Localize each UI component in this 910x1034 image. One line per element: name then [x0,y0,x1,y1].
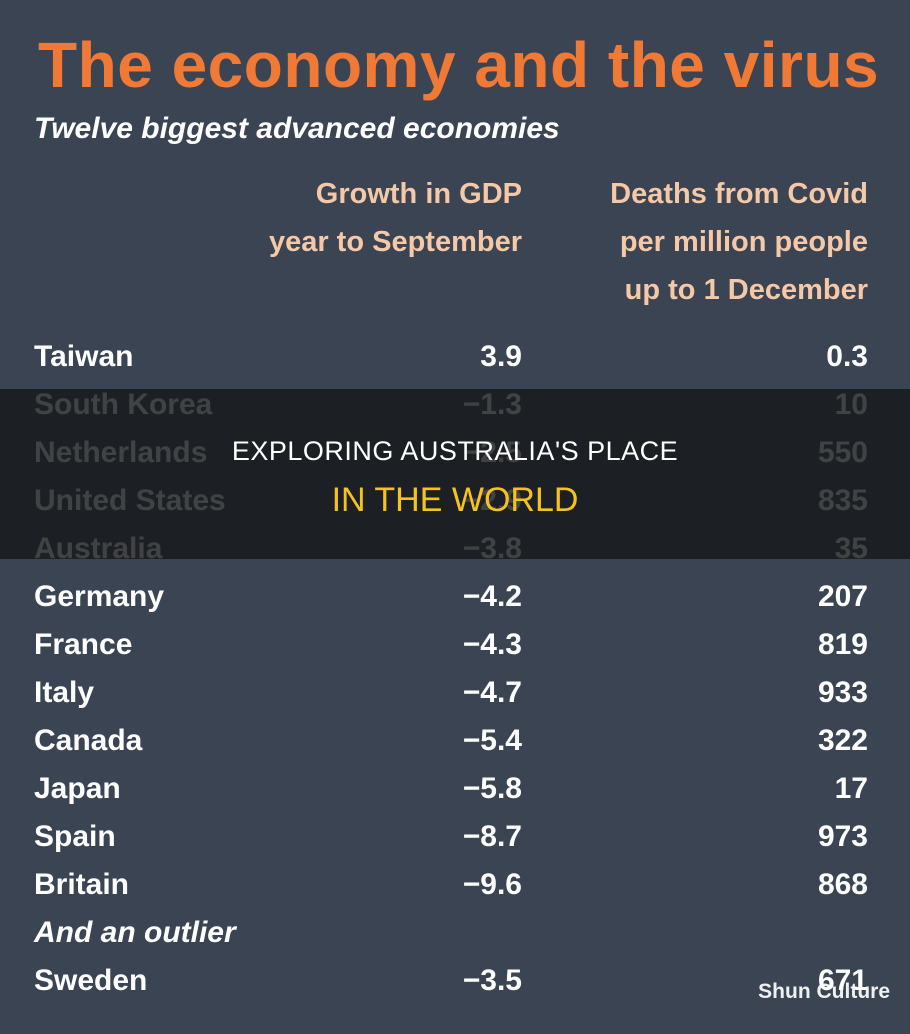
country-cell: Spain [34,820,116,853]
table-row-outlier: Sweden −3.5 671 [0,956,910,1004]
gdp-cell: −3.5 [462,964,522,997]
deaths-header-line: Deaths from Covid [610,178,868,210]
deaths-cell: 0.3 [826,340,868,373]
table-row: France −4.3 819 [0,620,910,668]
gdp-cell: −4.7 [462,676,522,709]
chart-title: The economy and the virus [38,29,880,101]
deaths-cell: 322 [817,724,868,757]
table-row: Britain −9.6 868 [0,860,910,908]
country-cell: Germany [34,580,165,613]
table-row: Spain −8.7 973 [0,812,910,860]
country-cell: Canada [34,724,143,757]
gdp-cell: −9.6 [462,868,522,901]
gdp-header-line: Growth in GDP [315,178,522,210]
country-cell: Britain [34,868,130,901]
deaths-cell: 17 [834,772,868,805]
deaths-cell: 819 [817,628,868,661]
table-row: Italy −4.7 933 [0,668,910,716]
gdp-column-header: Growth in GDP year to September [269,170,522,266]
deaths-cell: 973 [817,820,868,853]
country-cell: Sweden [34,964,148,997]
deaths-cell: 671 [817,964,868,997]
gdp-cell: −5.4 [462,724,522,757]
overlay-banner [0,389,910,559]
deaths-cell: 933 [817,676,868,709]
gdp-cell: −5.8 [462,772,522,805]
chart-subtitle: Twelve biggest advanced economies [34,112,560,145]
gdp-header-line: year to September [268,226,522,258]
overlay-heading-line1: EXPLORING AUSTRALIA'S PLACE [231,436,679,466]
gdp-cell: 3.9 [480,340,522,373]
table-row: Taiwan 3.9 0.3 [0,332,910,380]
watermark-text: Shun Culture [758,980,890,1003]
country-cell: Taiwan [34,340,134,373]
gdp-cell: −4.3 [462,628,522,661]
gdp-cell: −8.7 [462,820,522,853]
country-cell: Japan [34,772,121,805]
deaths-column-header: Deaths from Covid per million people up … [610,170,868,314]
gdp-cell: −4.2 [462,580,522,613]
deaths-cell: 207 [817,580,868,613]
deaths-header-line: per million people [619,226,868,258]
outlier-label: And an outlier [34,916,236,949]
deaths-cell: 868 [817,868,868,901]
table-row: Canada −5.4 322 [0,716,910,764]
overlay-heading-line2: IN THE WORLD [331,481,579,519]
deaths-header-line: up to 1 December [624,274,868,306]
table-row: Japan −5.8 17 [0,764,910,812]
table-row: Germany −4.2 207 [0,572,910,620]
country-cell: France [34,628,133,661]
country-cell: Italy [34,676,95,709]
